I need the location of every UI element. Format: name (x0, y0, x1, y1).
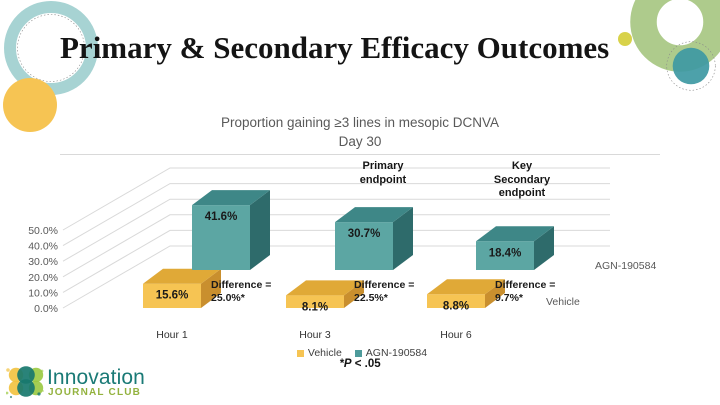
svg-text:0.0%: 0.0% (34, 303, 58, 315)
svg-text:Difference =: Difference = (354, 279, 414, 291)
svg-text:Hour 1: Hour 1 (156, 329, 188, 341)
svg-text:50.0%: 50.0% (28, 225, 58, 237)
svg-text:40.0%: 40.0% (28, 241, 58, 253)
svg-text:30.7%: 30.7% (348, 228, 381, 240)
svg-text:41.6%: 41.6% (205, 211, 238, 223)
svg-text:Hour 6: Hour 6 (440, 329, 472, 341)
svg-text:10.0%: 10.0% (28, 287, 58, 299)
svg-text:Hour 3: Hour 3 (299, 329, 331, 341)
svg-text:15.6%: 15.6% (156, 290, 189, 302)
svg-text:9.7%*: 9.7%* (495, 292, 524, 304)
svg-text:22.5%*: 22.5%* (354, 292, 389, 304)
svg-text:25.0%*: 25.0%* (211, 292, 246, 304)
svg-text:30.0%: 30.0% (28, 256, 58, 268)
svg-text:8.8%: 8.8% (443, 300, 469, 312)
svg-text:18.4%: 18.4% (489, 247, 522, 259)
svg-text:Difference =: Difference = (211, 279, 271, 291)
svg-text:Difference =: Difference = (495, 279, 555, 291)
svg-text:20.0%: 20.0% (28, 272, 58, 284)
svg-text:8.1%: 8.1% (302, 301, 328, 313)
